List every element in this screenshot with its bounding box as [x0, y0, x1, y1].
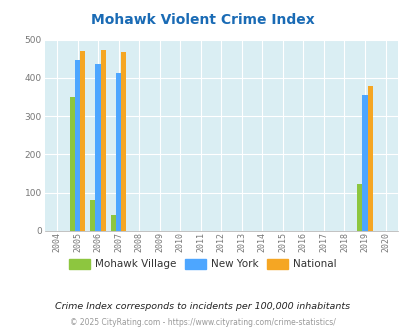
Text: Mohawk Violent Crime Index: Mohawk Violent Crime Index	[91, 13, 314, 27]
Legend: Mohawk Village, New York, National: Mohawk Village, New York, National	[65, 255, 340, 274]
Bar	[111, 214, 116, 231]
Bar	[95, 64, 100, 231]
Bar	[367, 86, 372, 231]
Bar	[116, 73, 121, 231]
Bar	[80, 51, 85, 231]
Text: Crime Index corresponds to incidents per 100,000 inhabitants: Crime Index corresponds to incidents per…	[55, 302, 350, 311]
Bar	[90, 200, 95, 231]
Text: © 2025 CityRating.com - https://www.cityrating.com/crime-statistics/: © 2025 CityRating.com - https://www.city…	[70, 318, 335, 327]
Bar	[70, 97, 75, 231]
Bar	[356, 184, 362, 231]
Bar	[100, 50, 105, 231]
Bar	[75, 60, 80, 231]
Bar	[121, 52, 126, 231]
Bar	[362, 95, 367, 231]
